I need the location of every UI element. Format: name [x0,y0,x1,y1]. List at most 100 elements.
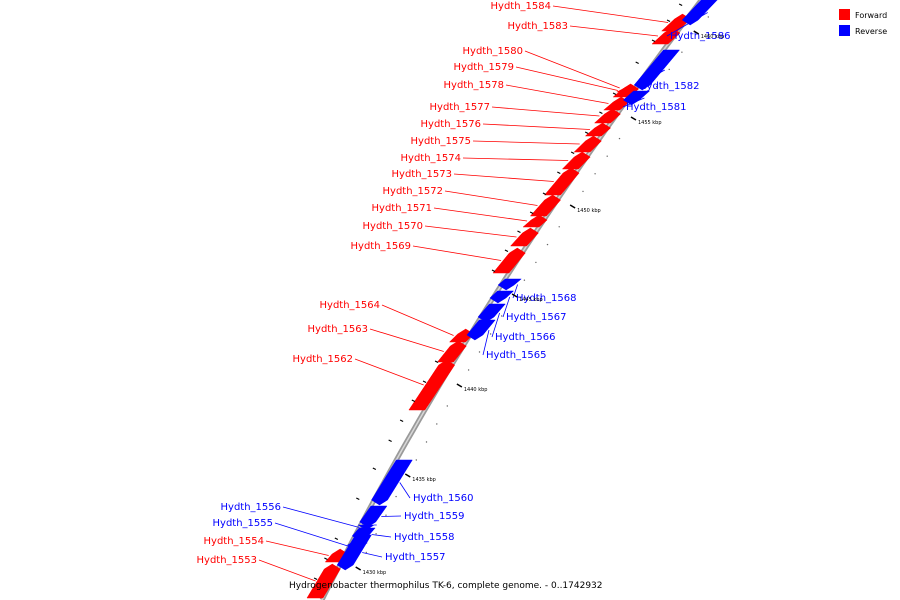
gene-arrow-hydth-1584[interactable] [661,13,691,32]
legend-item-forward: Forward [839,9,887,20]
gene-hydth-1580[interactable] [616,83,640,93]
gene-arrow-hydth-1559[interactable] [359,505,388,528]
gene-label-hydth-1566[interactable]: Hydth_1566 [495,332,556,343]
gene-label-hydth-1570[interactable]: Hydth_1570 [363,221,424,232]
leader-hydth-1580 [524,50,620,89]
gene-hydth-1564[interactable] [448,328,475,343]
gene-hydth-1576[interactable] [584,122,612,137]
gene-label-hydth-1564[interactable]: Hydth_1564 [320,300,381,311]
gene-hydth-1560[interactable] [371,459,413,506]
gene-label-hydth-1579[interactable]: Hydth_1579 [454,62,515,73]
leader-hydth-1581 [622,97,645,108]
gene-hydth-1581[interactable] [622,90,651,106]
gene-arrow-hydth-1553[interactable] [306,563,341,599]
gene-label-hydth-1559[interactable]: Hydth_1559 [404,511,465,522]
gene-arrow-hydth-1567[interactable] [489,290,515,304]
tick-minor-dot [489,333,492,335]
gene-hydth-1559[interactable] [359,505,388,528]
gene-label-hydth-1572[interactable]: Hydth_1572 [383,186,444,197]
tick-layer: 1430 kbp 1435 kbp 1440 kbp 1445 kbp 1450 kbp… [313,3,724,581]
leader-hydth-1565 [482,329,490,356]
gene-label-hydth-1560[interactable]: Hydth_1560 [413,493,474,504]
gene-label-hydth-1562[interactable]: Hydth_1562 [293,354,354,365]
leader-hydth-1582 [635,69,665,87]
gene-label-hydth-1582[interactable]: Hydth_1582 [639,81,700,92]
gene-hydth-1558[interactable] [351,527,376,542]
gene-label-hydth-1555[interactable]: Hydth_1555 [213,518,274,529]
position-dash [491,269,496,273]
tick-minor-dot [467,369,470,371]
gene-label-hydth-1578[interactable]: Hydth_1578 [444,80,505,91]
tick-label-1430-kbp: 1430 kbp [363,570,387,576]
gene-hydth-1582[interactable] [633,49,681,91]
gene-label-hydth-1575[interactable]: Hydth_1575 [411,136,472,147]
gene-hydth-1563[interactable] [436,340,467,363]
gene-label-hydth-1574[interactable]: Hydth_1574 [401,153,462,164]
gene-label-hydth-1553[interactable]: Hydth_1553 [197,555,258,566]
gene-label-hydth-1568[interactable]: Hydth_1568 [516,293,577,304]
gene-hydth-1553[interactable] [306,563,341,599]
gene-arrow-hydth-1580[interactable] [616,83,640,93]
gene-arrow-hydth-1569[interactable] [492,247,526,274]
gene-arrow-hydth-1574[interactable] [561,151,591,170]
gene-hydth-1568[interactable] [497,278,522,291]
gene-arrow-hydth-1576[interactable] [584,122,612,137]
leader-hydth-1584 [552,5,669,23]
legend-label-forward: Forward [855,11,887,20]
gene-label-hydth-1577[interactable]: Hydth_1577 [430,102,491,113]
gene-hydth-1586[interactable] [681,0,718,26]
tick-mark-1450-kbp [569,204,576,209]
gene-label-hydth-1583[interactable]: Hydth_1583 [508,21,569,32]
tick-minor-dot [558,226,560,228]
gene-label-hydth-1558[interactable]: Hydth_1558 [394,532,455,543]
gene-arrow-hydth-1558[interactable] [351,527,376,542]
leader-hydth-1564 [381,304,454,336]
gene-arrow-hydth-1566[interactable] [477,303,506,323]
gene-label-hydth-1573[interactable]: Hydth_1573 [392,169,453,180]
gene-hydth-1566[interactable] [477,303,506,323]
tick-minor-dot [606,155,608,157]
gene-label-hydth-1576[interactable]: Hydth_1576 [421,119,482,130]
leader-hydth-1562 [354,358,424,386]
gene-label-hydth-1567[interactable]: Hydth_1567 [506,312,567,323]
gene-arrow-hydth-1568[interactable] [497,278,522,291]
leader-hydth-1569 [412,245,502,261]
gene-label-hydth-1554[interactable]: Hydth_1554 [204,536,265,547]
gene-hydth-1574[interactable] [561,151,591,170]
position-dash [570,151,575,155]
gene-label-hydth-1556[interactable]: Hydth_1556 [221,502,282,513]
gene-arrow-hydth-1581[interactable] [622,90,651,106]
gene-hydth-1567[interactable] [489,290,515,304]
gene-hydth-1565[interactable] [466,319,496,341]
gene-label-hydth-1571[interactable]: Hydth_1571 [372,203,433,214]
tick-minor-dot [618,137,621,140]
gene-arrow-hydth-1563[interactable] [436,340,467,363]
gene-arrow-hydth-1564[interactable] [448,328,475,343]
gene-arrow-hydth-1560[interactable] [371,459,413,506]
gene-label-hydth-1569[interactable]: Hydth_1569 [351,241,412,252]
gene-arrow-hydth-1575[interactable] [573,135,602,153]
gene-label-hydth-1580[interactable]: Hydth_1580 [463,46,524,57]
gene-label-hydth-1565[interactable]: Hydth_1565 [486,350,547,361]
tick-minor-dot [681,51,683,53]
gene-hydth-1569[interactable] [492,247,526,274]
gene-hydth-1584[interactable] [661,13,691,32]
gene-hydth-1556[interactable] [357,524,377,531]
gene-arrow-hydth-1586[interactable] [681,0,718,26]
leader-hydth-1556 [282,506,360,528]
gene-label-hydth-1563[interactable]: Hydth_1563 [308,324,369,335]
tick-mark-1435-kbp [404,473,411,478]
gene-label-hydth-1581[interactable]: Hydth_1581 [626,102,687,113]
gene-arrow-hydth-1556[interactable] [357,524,377,531]
gene-arrow-hydth-1582[interactable] [633,49,681,91]
gene-arrow-hydth-1570[interactable] [510,227,539,247]
gene-label-hydth-1584[interactable]: Hydth_1584 [491,1,552,12]
gene-arrow-hydth-1565[interactable] [466,319,496,341]
gene-label-hydth-1586[interactable]: Hydth_1586 [670,31,731,42]
leader-hydth-1563 [369,328,444,352]
gene-label-hydth-1557[interactable]: Hydth_1557 [385,552,446,563]
gene-hydth-1570[interactable] [510,227,539,247]
position-dash [334,537,339,541]
gene-hydth-1575[interactable] [573,135,602,153]
tick-minor-dot [546,243,549,246]
